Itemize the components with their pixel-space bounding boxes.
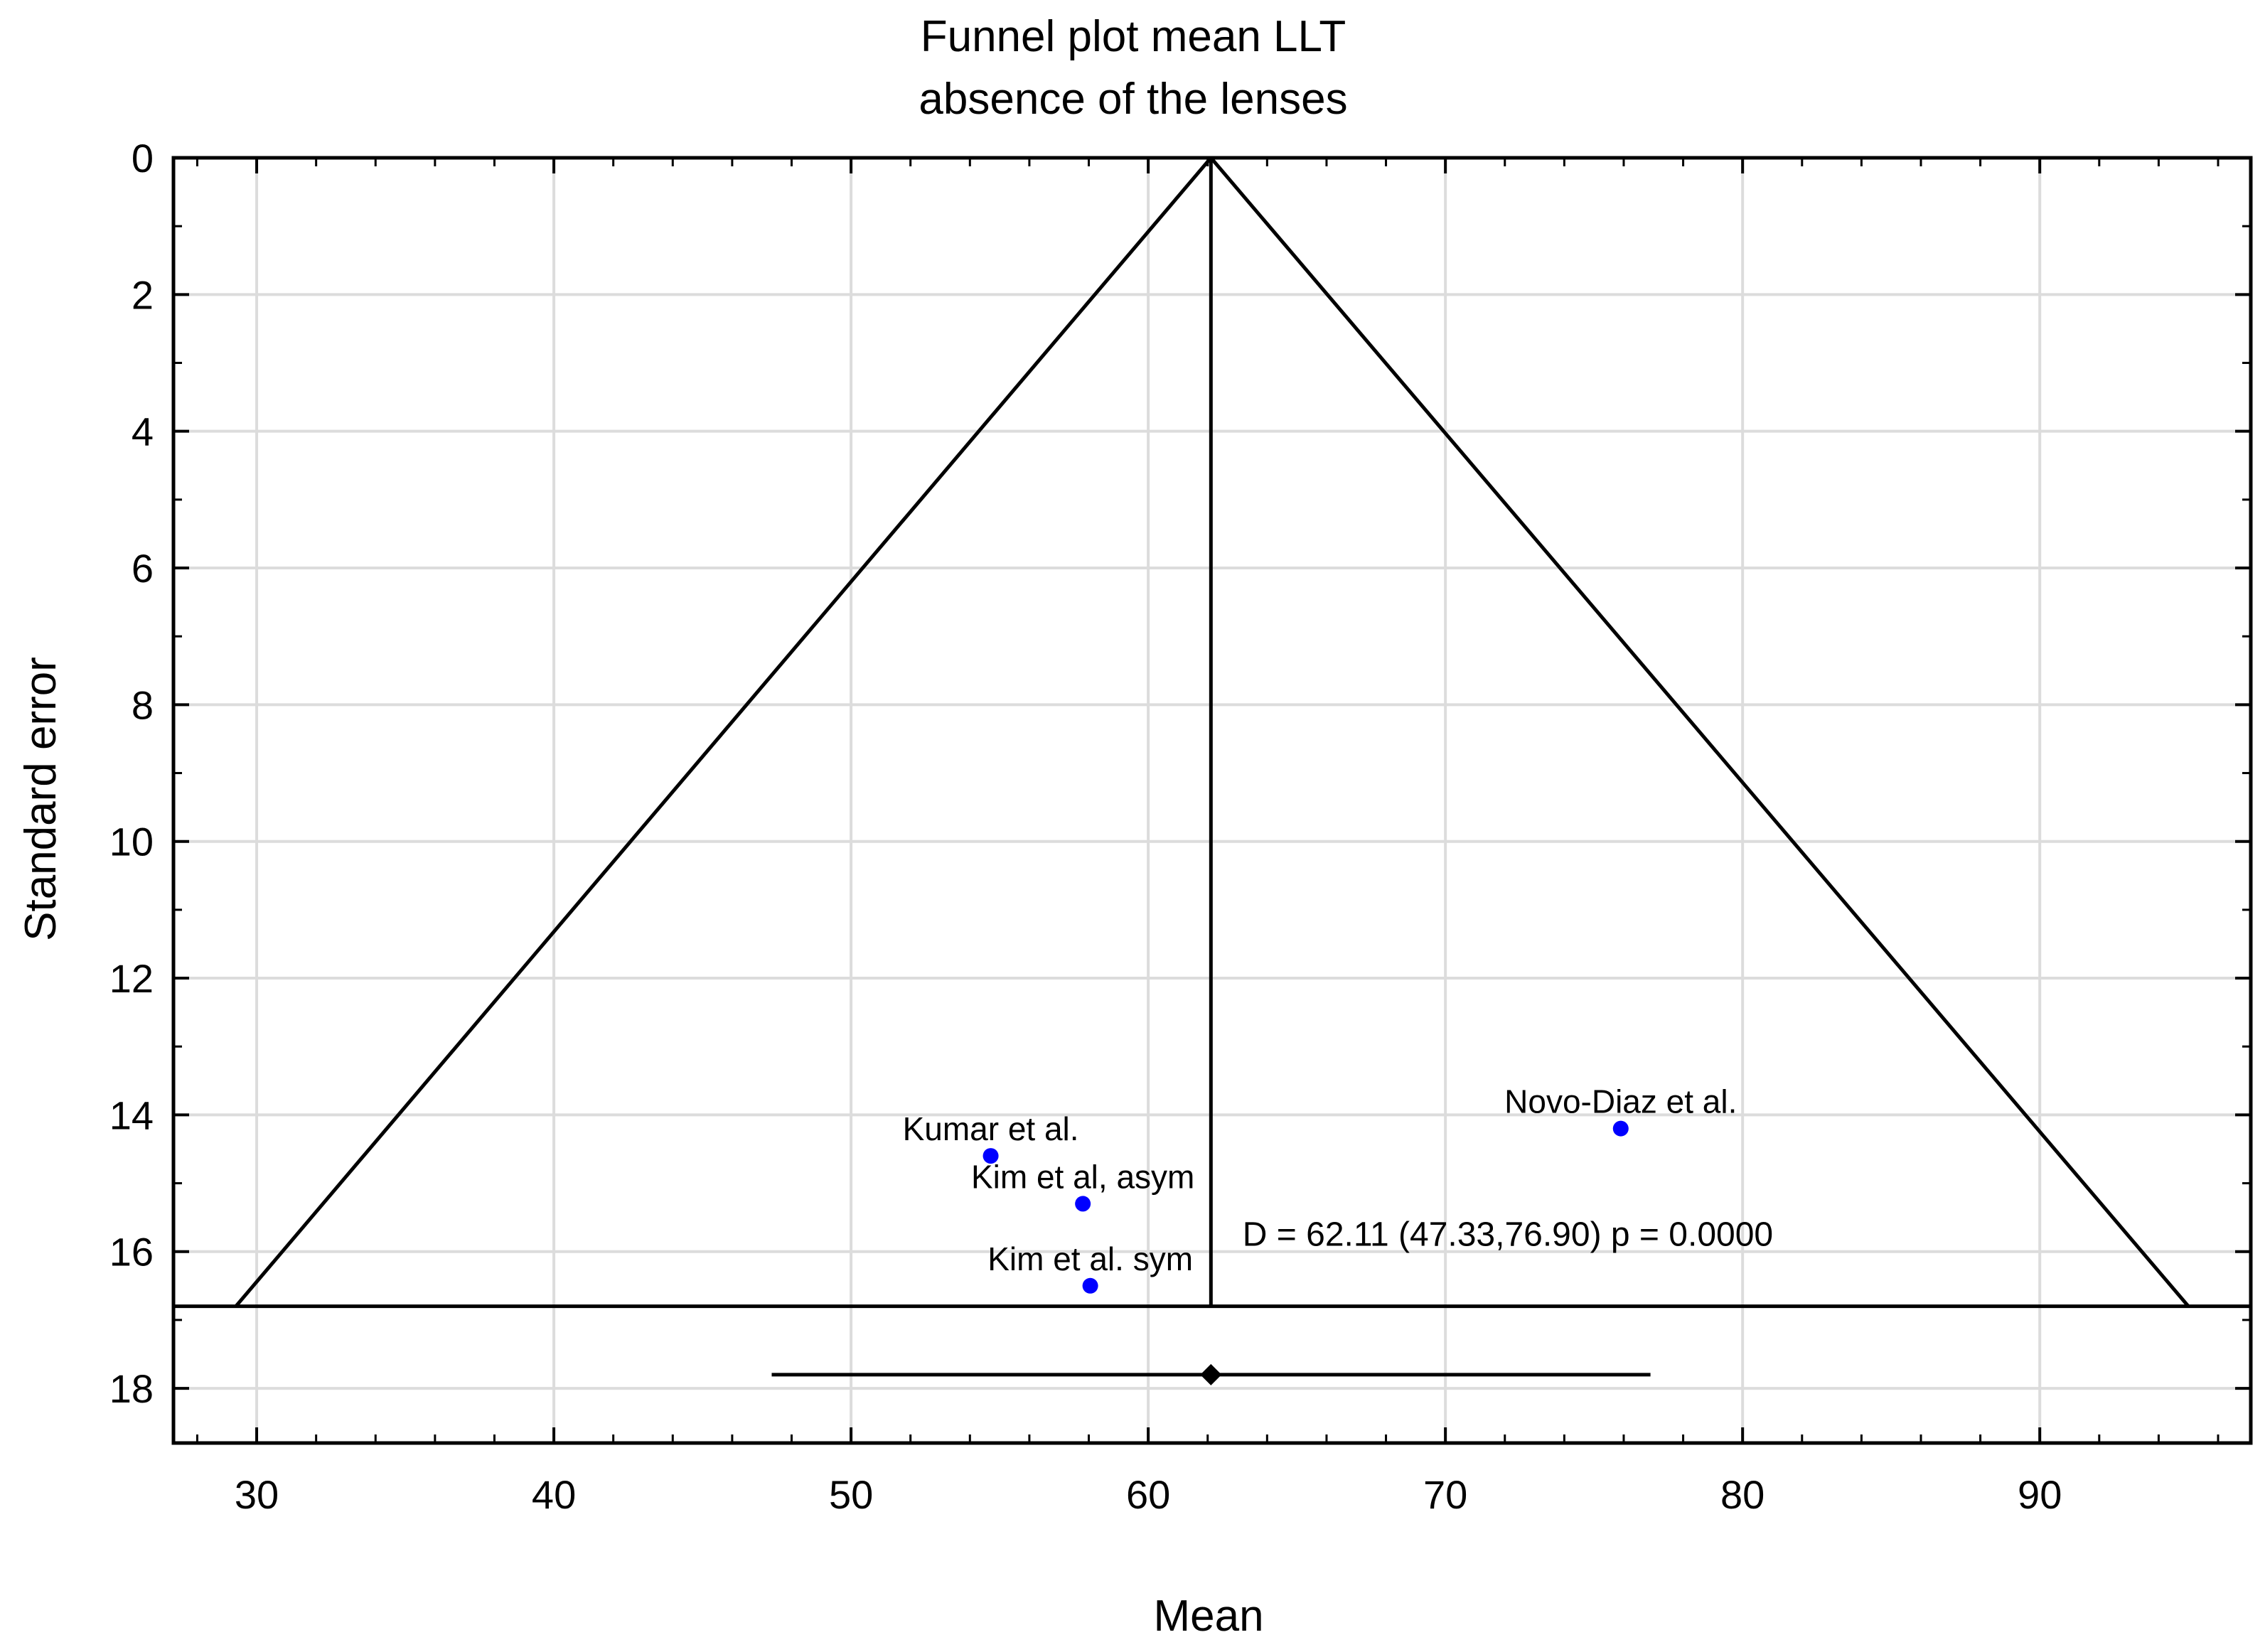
tick-labels: 30 40 50 60 70 80 90 0 2 4 6 8 10 12 14 16 18 — [109, 136, 2062, 1517]
y-tick-label: 4 — [132, 409, 154, 454]
major-ticks — [173, 156, 2251, 1443]
data-point-label: Kim et al, asym — [971, 1158, 1194, 1195]
data-point-label: Kim et al. sym — [987, 1240, 1193, 1277]
data-points: Kumar et al. Kim et al, asym Kim et al. sy… — [903, 1083, 1737, 1294]
data-point-label: Novo-Diaz et al. — [1504, 1083, 1737, 1120]
plot-frame — [171, 156, 2253, 1445]
funnel-right-edge — [1209, 156, 2190, 1308]
data-point — [1612, 1120, 1629, 1137]
funnel-left-edge — [234, 156, 1213, 1308]
y-tick-label: 16 — [109, 1230, 154, 1275]
y-tick-label: 2 — [132, 272, 154, 317]
y-tick-label: 14 — [109, 1093, 154, 1137]
pooled-estimate-diamond — [1200, 1363, 1222, 1385]
y-tick-label: 10 — [109, 820, 154, 864]
x-tick-label: 90 — [2018, 1472, 2062, 1517]
x-tick-label: 70 — [1423, 1472, 1467, 1517]
chart-subtitle: absence of the lenses — [919, 75, 1347, 124]
x-tick-label: 30 — [235, 1472, 279, 1517]
data-point-label: Kumar et al. — [903, 1110, 1079, 1147]
x-tick-label: 50 — [829, 1472, 873, 1517]
x-tick-label: 40 — [532, 1472, 576, 1517]
y-tick-label: 6 — [132, 546, 154, 591]
y-tick-label: 0 — [132, 136, 154, 181]
chart-title: Funnel plot mean LLT — [921, 12, 1346, 61]
summary-annotation: D = 62.11 (47.33,76.90) p = 0.0000 — [1243, 1216, 1773, 1254]
x-tick-label: 80 — [1720, 1472, 1765, 1517]
x-tick-label: 60 — [1126, 1472, 1170, 1517]
x-axis-title: Mean — [1153, 1592, 1263, 1641]
data-point — [1082, 1277, 1098, 1294]
data-point — [982, 1148, 999, 1164]
y-tick-label: 18 — [109, 1366, 154, 1411]
funnel-lines — [173, 156, 2251, 1385]
y-tick-label: 8 — [132, 682, 154, 727]
data-point — [1075, 1196, 1091, 1212]
y-tick-label: 12 — [109, 956, 154, 1001]
y-axis-title: Standard error — [16, 657, 65, 941]
